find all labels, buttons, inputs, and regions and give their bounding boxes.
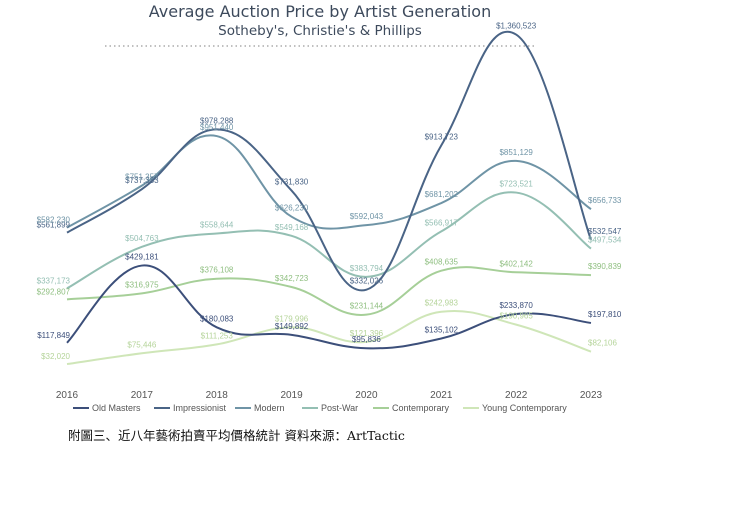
data-label-contemporary-2017: $316,975: [125, 280, 159, 289]
data-label-young-contemporary-2022: $190,965: [499, 312, 533, 321]
x-tick-2022: 2022: [505, 390, 528, 401]
data-label-modern-2023: $656,733: [588, 196, 622, 205]
data-label-old-masters-2018: $180,083: [200, 314, 234, 323]
data-label-impressionist-2022: $1,360,523: [496, 22, 537, 31]
data-label-old-masters-2019: $149,892: [275, 322, 309, 331]
data-label-old-masters-2017: $429,181: [125, 253, 159, 262]
legend-label-contemporary: Contemporary: [392, 403, 450, 413]
x-tick-2020: 2020: [355, 390, 378, 401]
x-tick-2023: 2023: [580, 390, 603, 401]
data-label-contemporary-2022: $402,142: [499, 259, 533, 268]
data-label-post-war-2019: $549,168: [275, 223, 309, 232]
data-label-young-contemporary-2016: $32,020: [41, 352, 70, 361]
data-label-contemporary-2023: $390,839: [588, 262, 622, 271]
data-label-contemporary-2016: $292,807: [37, 287, 71, 296]
data-label-old-masters-2022: $233,870: [499, 301, 533, 310]
data-label-modern-2019: $626,230: [275, 204, 309, 213]
series-line-post-war: [66, 191, 592, 290]
legend-label-impressionist: Impressionist: [173, 403, 227, 413]
data-label-post-war-2017: $504,763: [125, 234, 159, 243]
data-label-post-war-2023: $497,534: [588, 236, 622, 245]
x-tick-2017: 2017: [131, 390, 154, 401]
x-axis-ticks: 2016 2017 2018 2019 2020 2021 2022 2023: [56, 390, 603, 401]
chart-title: Average Auction Price by Artist Generati…: [149, 2, 491, 21]
data-label-post-war-2020: $383,794: [350, 264, 384, 273]
x-tick-2016: 2016: [56, 390, 79, 401]
data-label-post-war-2021: $566,917: [425, 218, 459, 227]
x-tick-2019: 2019: [280, 390, 303, 401]
data-label-young-contemporary-2023: $82,106: [588, 339, 617, 348]
x-tick-2021: 2021: [430, 390, 453, 401]
data-label-young-contemporary-2019: $179,996: [275, 314, 309, 323]
data-label-impressionist-2023: $532,547: [588, 227, 622, 236]
data-label-old-masters-2016: $117,849: [37, 331, 70, 340]
data-label-modern-2018: $951,440: [200, 123, 234, 132]
chart-subtitle: Sotheby's, Christie's & Phillips: [218, 23, 422, 39]
series-line-contemporary: [66, 266, 592, 316]
figure-caption: 附圖三、近八年藝術拍賣平均價格統計 資料來源：ArtTactic: [68, 428, 405, 443]
legend-label-post-war: Post-War: [321, 403, 358, 413]
series-line-old-masters: [66, 264, 592, 350]
data-label-post-war-2018: $558,644: [200, 220, 234, 229]
data-labels: $117,849$429,181$180,083$149,892$95,836$…: [37, 22, 622, 361]
data-label-impressionist-2020: $332,026: [350, 277, 384, 286]
data-label-modern-2020: $592,043: [350, 212, 384, 221]
legend-label-modern: Modern: [254, 403, 285, 413]
series-line-young-contemporary: [66, 310, 592, 366]
series-line-impressionist: [66, 30, 592, 292]
data-label-modern-2016: $582,230: [37, 216, 71, 225]
data-label-impressionist-2018: $978,288: [200, 116, 234, 125]
data-label-old-masters-2023: $197,810: [588, 310, 622, 319]
data-label-contemporary-2019: $342,723: [275, 274, 309, 283]
data-label-impressionist-2021: $913,723: [425, 132, 459, 141]
data-label-post-war-2022: $723,521: [499, 180, 533, 189]
data-label-young-contemporary-2021: $242,983: [425, 299, 459, 308]
data-label-contemporary-2018: $376,108: [200, 266, 234, 275]
data-label-impressionist-2016: $561,899: [37, 221, 71, 230]
data-label-young-contemporary-2020: $121,396: [350, 329, 384, 338]
data-label-contemporary-2020: $231,144: [350, 302, 384, 311]
x-tick-2018: 2018: [206, 390, 229, 401]
data-label-modern-2021: $681,202: [425, 190, 459, 199]
data-label-contemporary-2021: $408,635: [425, 258, 459, 267]
series-lines: [66, 30, 592, 366]
data-label-old-masters-2020: $95,836: [352, 335, 381, 344]
legend-label-old-masters: Old Masters: [92, 403, 141, 413]
data-label-impressionist-2017: $737,333: [125, 176, 159, 185]
data-label-post-war-2016: $337,173: [37, 276, 71, 285]
legend: Old Masters Impressionist Modern Post-War Co…: [73, 403, 567, 413]
data-label-old-masters-2021: $135,102: [425, 325, 459, 334]
data-label-young-contemporary-2017: $75,446: [127, 340, 156, 349]
legend-label-young-contemporary: Young Contemporary: [482, 403, 567, 413]
data-label-young-contemporary-2018: $111,253: [201, 331, 234, 340]
data-label-impressionist-2019: $731,830: [275, 178, 309, 187]
data-label-modern-2017: $751,357: [125, 173, 159, 182]
data-label-modern-2022: $851,129: [499, 148, 533, 157]
